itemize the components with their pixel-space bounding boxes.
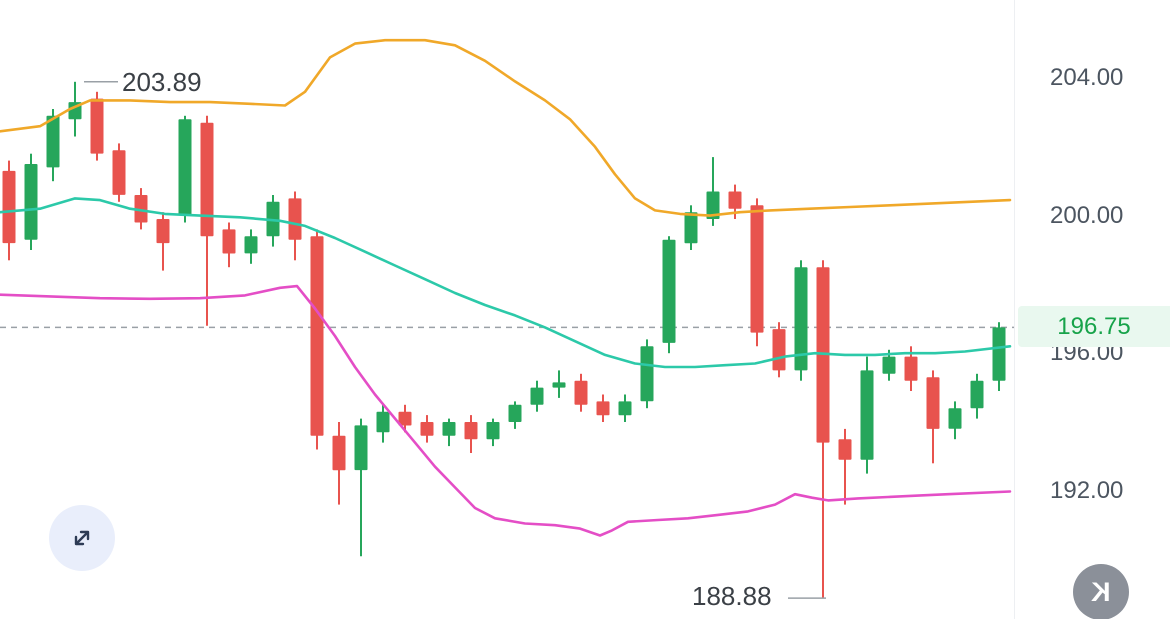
candle-body bbox=[2, 170, 16, 244]
candle-body bbox=[992, 327, 1006, 381]
middle-band bbox=[0, 197, 1012, 369]
candle-body bbox=[794, 267, 808, 371]
candle-body bbox=[24, 164, 38, 240]
candle-body bbox=[508, 404, 522, 422]
candle-body bbox=[706, 191, 720, 219]
candle-body bbox=[134, 195, 148, 223]
candle-body bbox=[552, 382, 566, 388]
candle-body bbox=[332, 435, 346, 471]
candle-body bbox=[112, 150, 126, 195]
expand-chart-button[interactable] bbox=[49, 505, 115, 571]
candle-body bbox=[926, 377, 940, 429]
candle-body bbox=[398, 411, 412, 426]
y-axis-label: 192.00 bbox=[1050, 476, 1124, 504]
candle-body bbox=[838, 439, 852, 460]
candle-body bbox=[728, 191, 742, 209]
candle-body bbox=[574, 380, 588, 405]
high-price-annotation: 203.89 bbox=[122, 67, 202, 97]
kraken-logo-letter: K bbox=[1091, 576, 1111, 607]
candle-body bbox=[860, 370, 874, 460]
candle-body bbox=[354, 425, 368, 471]
candle-body bbox=[178, 119, 192, 216]
candle-body bbox=[156, 219, 170, 244]
candle-body bbox=[948, 408, 962, 429]
candle-body bbox=[596, 401, 610, 416]
y-axis-label: 204.00 bbox=[1050, 64, 1124, 91]
kraken-logo[interactable]: K bbox=[1073, 564, 1129, 619]
candle-body bbox=[750, 205, 764, 333]
candle-body bbox=[420, 422, 434, 436]
last-price-value: 196.75 bbox=[1057, 312, 1131, 340]
candle-body bbox=[442, 422, 456, 436]
candle-body bbox=[90, 98, 104, 154]
candle-body bbox=[486, 422, 500, 440]
candle-body bbox=[662, 239, 676, 343]
expand-icon bbox=[68, 524, 96, 552]
y-axis-label: 200.00 bbox=[1050, 201, 1124, 229]
candle-body bbox=[684, 212, 698, 244]
last-price-badge: 196.75 bbox=[1018, 306, 1170, 347]
candle-body bbox=[288, 198, 302, 240]
low-price-annotation: 188.88 bbox=[692, 581, 772, 611]
candle-body bbox=[244, 236, 258, 254]
candle-body bbox=[530, 387, 544, 405]
candle-body bbox=[882, 356, 896, 374]
upper-band bbox=[0, 38, 1012, 217]
candle-body bbox=[640, 346, 654, 402]
lower-band bbox=[0, 284, 1012, 537]
candle-body bbox=[46, 115, 60, 168]
candle-body bbox=[376, 411, 390, 433]
candle-body bbox=[904, 356, 918, 381]
axis-separator-line bbox=[1014, 0, 1015, 619]
candle-body bbox=[200, 122, 214, 237]
candle-body bbox=[618, 401, 632, 416]
candle-body bbox=[970, 380, 984, 409]
candle-body bbox=[310, 236, 324, 436]
candle-body bbox=[464, 422, 478, 440]
candle-body bbox=[772, 329, 786, 371]
candle-body bbox=[222, 229, 236, 254]
